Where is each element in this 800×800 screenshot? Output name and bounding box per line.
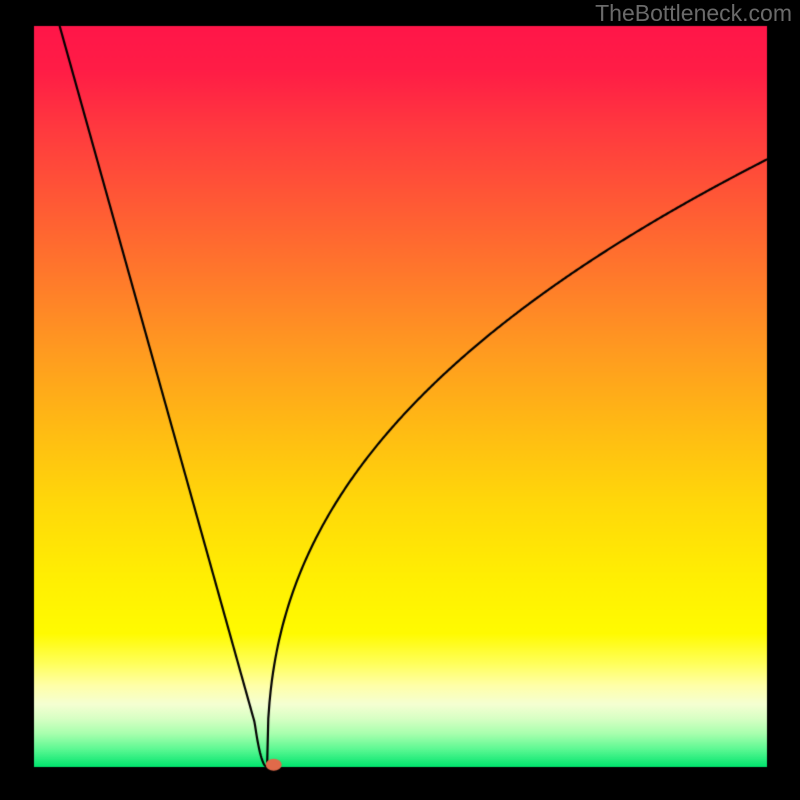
watermark-text: TheBottleneck.com [595, 0, 792, 27]
chart-container: TheBottleneck.com [0, 0, 800, 800]
curve-overlay-canvas [0, 0, 800, 800]
